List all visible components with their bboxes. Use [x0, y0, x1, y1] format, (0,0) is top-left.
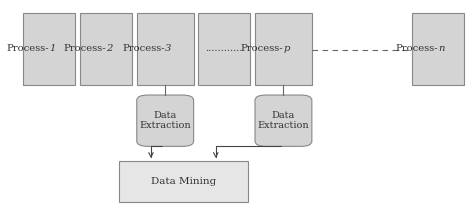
FancyBboxPatch shape — [118, 161, 248, 202]
Text: Data Mining: Data Mining — [151, 177, 216, 186]
FancyBboxPatch shape — [137, 13, 193, 85]
Text: Process-: Process- — [7, 44, 49, 53]
Text: Process-: Process- — [64, 44, 106, 53]
FancyBboxPatch shape — [23, 13, 75, 85]
FancyBboxPatch shape — [80, 13, 132, 85]
FancyBboxPatch shape — [412, 13, 464, 85]
Text: ............: ............ — [206, 44, 243, 53]
Text: Data
Extraction: Data Extraction — [258, 111, 309, 130]
FancyBboxPatch shape — [255, 95, 312, 146]
Text: n: n — [438, 44, 445, 53]
Text: 1: 1 — [49, 44, 55, 53]
Text: 2: 2 — [106, 44, 112, 53]
Text: 3: 3 — [165, 44, 172, 53]
Text: Process-: Process- — [395, 44, 438, 53]
FancyBboxPatch shape — [255, 13, 312, 85]
Text: Process-: Process- — [123, 44, 165, 53]
Text: Data
Extraction: Data Extraction — [139, 111, 191, 130]
Text: p: p — [283, 44, 290, 53]
FancyBboxPatch shape — [198, 13, 250, 85]
FancyBboxPatch shape — [137, 95, 193, 146]
Text: Process-: Process- — [241, 44, 283, 53]
